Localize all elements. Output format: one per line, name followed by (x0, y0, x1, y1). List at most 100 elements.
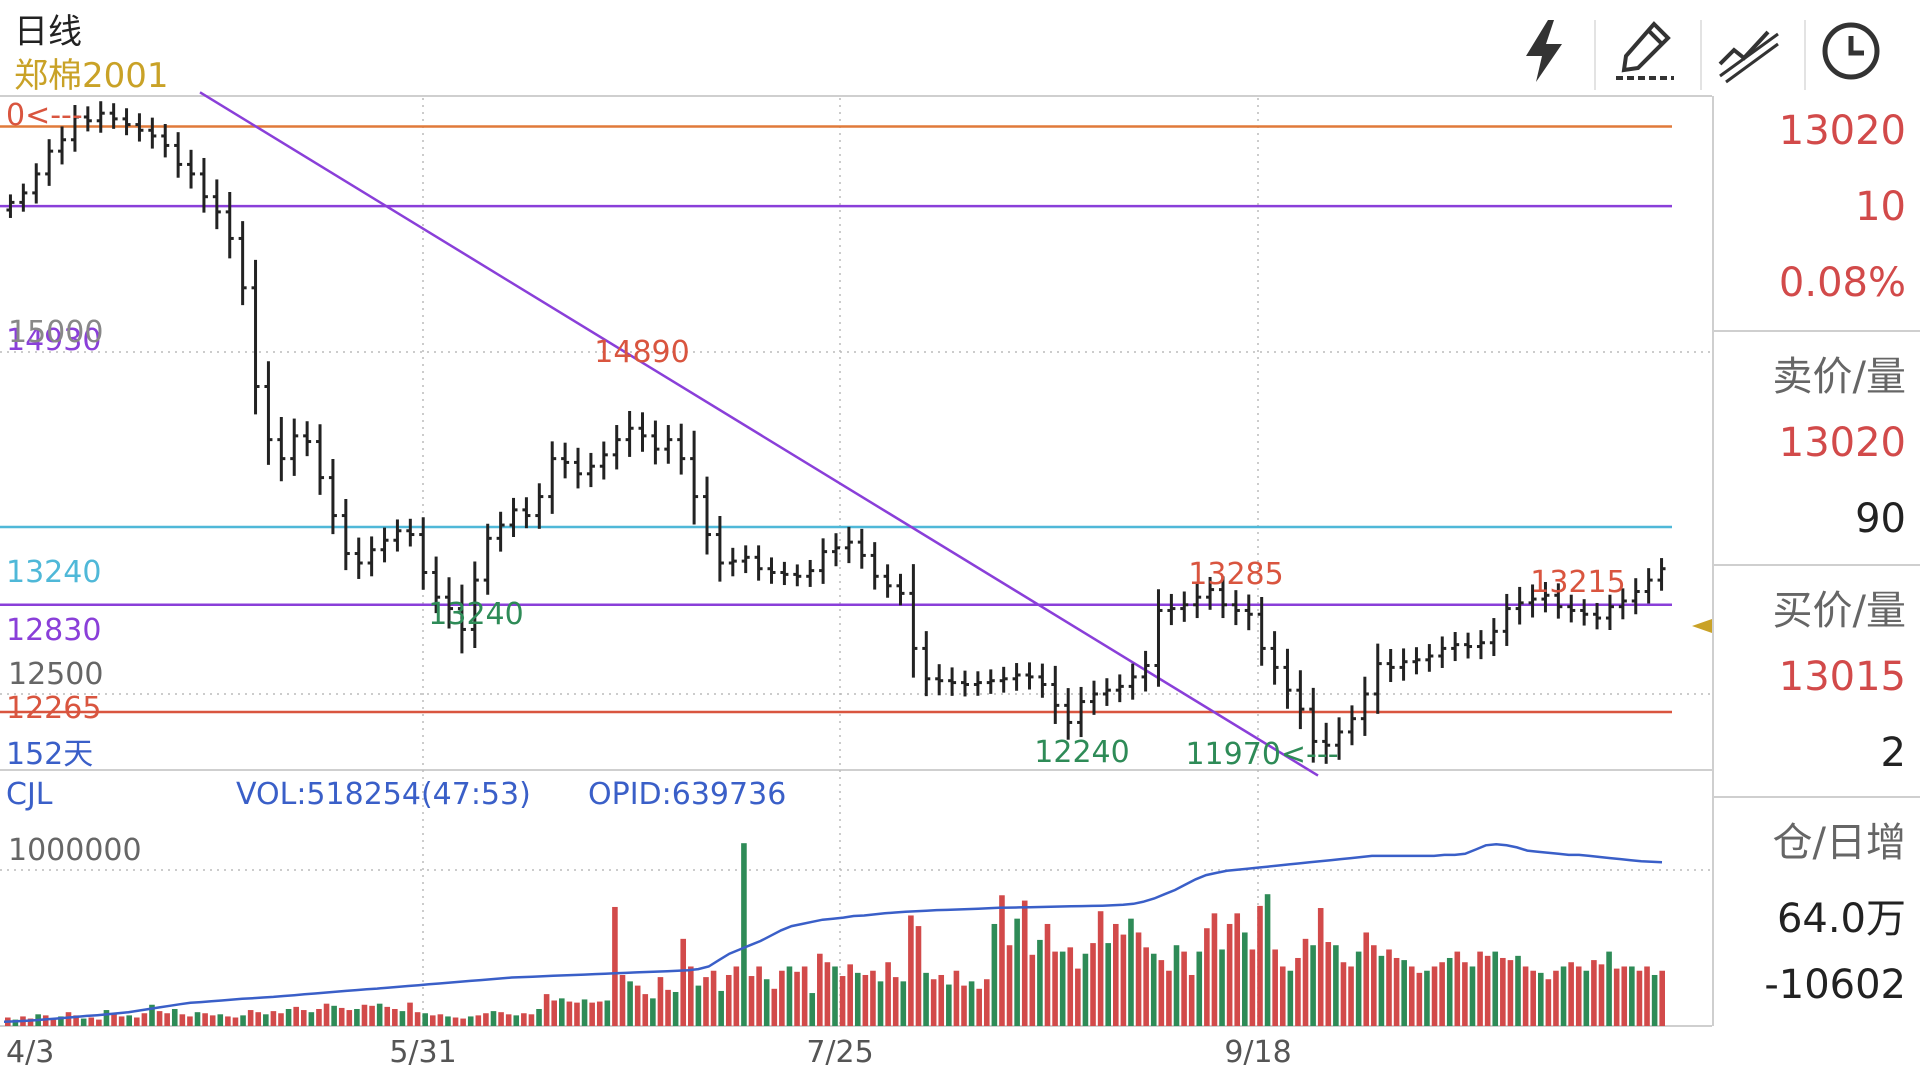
volume-bar (1651, 974, 1658, 1026)
volume-bar (1416, 972, 1423, 1026)
volume-bar (983, 979, 990, 1026)
volume-bar (73, 1015, 79, 1026)
annotation-high: 14890 (594, 335, 689, 370)
volume-bar (627, 981, 633, 1026)
volume-bar (915, 926, 922, 1026)
toolbar-divider (1700, 20, 1702, 90)
volume-bar (1537, 972, 1544, 1026)
volume-bar (475, 1015, 482, 1026)
volume-bar (1029, 954, 1036, 1026)
volume-bar (1363, 932, 1370, 1026)
volume-bar (1583, 970, 1590, 1026)
volume-bar (1393, 957, 1400, 1026)
volume-bar (1113, 923, 1119, 1026)
volume-bar (733, 966, 740, 1026)
volume-bar (498, 1012, 504, 1026)
volume-bar (1401, 960, 1407, 1026)
volume-bar (680, 938, 687, 1026)
volume-bar (908, 915, 914, 1026)
volume-bar (369, 1005, 375, 1026)
volume-bar (338, 1007, 345, 1026)
volume-bar (1348, 966, 1354, 1026)
volume-bar (1659, 970, 1665, 1026)
annotation-high: 13285 (1188, 557, 1283, 592)
volume-bar (399, 1011, 406, 1026)
contract-symbol[interactable]: 郑棉2001 (14, 56, 169, 96)
volume-bar (900, 981, 907, 1026)
volume-bar (1082, 953, 1089, 1026)
x-tick-label: 9/18 (1224, 1035, 1291, 1070)
chart-period-label[interactable]: 日线 (14, 12, 82, 52)
volume-bar (930, 979, 937, 1026)
volume-bar (847, 964, 853, 1026)
volume-bar (1150, 953, 1157, 1026)
volume-bar (1242, 932, 1248, 1026)
volume-bar (718, 990, 724, 1026)
price-axis-label: 12500 (8, 657, 103, 692)
volume-bar (1188, 974, 1195, 1026)
sidebar-divider (1714, 330, 1920, 332)
volume-bar (513, 1015, 520, 1026)
volume-bar (543, 994, 550, 1026)
volume-bar (285, 1008, 292, 1026)
volume-bar (164, 1013, 170, 1026)
volume-bar (407, 1002, 413, 1026)
volume-bar (1469, 966, 1476, 1026)
price-chart[interactable]: 0<--- 14930 13240 12830 12265 152天 15000 12500 1… (0, 0, 1712, 1080)
volume-bar (748, 976, 755, 1026)
volume-bar (817, 953, 823, 1026)
volume-bar (672, 991, 679, 1026)
volume-bar (209, 1015, 216, 1026)
volume-bar (50, 1019, 57, 1026)
ask-price: 13020 (1778, 420, 1906, 466)
volume-bar (536, 1008, 542, 1026)
volume-bar (741, 843, 747, 1026)
volume-bar (1598, 964, 1605, 1026)
volume-bar (1591, 960, 1597, 1026)
volume-bar (566, 1001, 573, 1026)
volume-bar (665, 989, 671, 1026)
clock-icon[interactable] (1814, 14, 1888, 88)
x-tick-label: 7/25 (806, 1035, 873, 1070)
volume-bar (642, 994, 649, 1026)
volume-bar (278, 1013, 284, 1026)
volume-bar (361, 1004, 368, 1026)
volume-readout: VOL:518254(47:53) (236, 777, 531, 812)
open-interest-change: -10602 (1764, 962, 1906, 1008)
volume-bar (596, 1001, 603, 1026)
volume-bar (1204, 928, 1210, 1026)
volume-bar (42, 1015, 49, 1026)
volume-bar (1105, 943, 1111, 1026)
trendline-tool-icon[interactable] (1712, 14, 1786, 88)
volume-bar (991, 923, 998, 1026)
volume-bar (1439, 962, 1445, 1026)
volume-bar (559, 998, 565, 1026)
volume-bar (452, 1017, 459, 1026)
volume-bar (1431, 966, 1438, 1026)
draw-pen-icon[interactable] (1608, 14, 1682, 88)
volume-bar (392, 1008, 398, 1026)
volume-bar (688, 966, 694, 1026)
volume-bar (1272, 949, 1278, 1026)
volume-bar (938, 974, 945, 1026)
volume-bar (1211, 913, 1218, 1026)
volume-bar (862, 974, 869, 1026)
volume-bar (839, 976, 846, 1026)
volume-bar (1568, 962, 1574, 1026)
volume-bar (870, 970, 876, 1026)
volume-bar (331, 1005, 337, 1026)
volume-bar (1173, 945, 1180, 1026)
volume-bar (179, 1014, 186, 1026)
volume-bar (725, 974, 732, 1026)
volume-bar (801, 966, 808, 1026)
volume-bar (354, 1008, 360, 1026)
volume-bar (1158, 960, 1165, 1026)
ask-volume: 90 (1855, 496, 1906, 542)
ask-label: 卖价/量 (1772, 354, 1906, 400)
volume-bar (1264, 894, 1271, 1026)
flash-icon[interactable] (1508, 14, 1582, 88)
volume-bar (134, 1017, 140, 1026)
annotation-low: 11970<--- (1185, 737, 1338, 772)
price-axis-label: 15000 (8, 315, 103, 350)
volume-bar (1090, 943, 1096, 1026)
